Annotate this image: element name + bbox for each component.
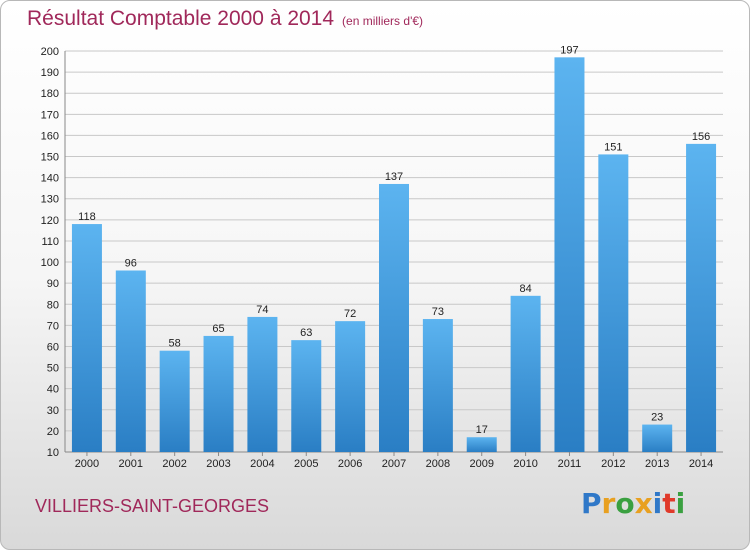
bar-2008 [422, 319, 453, 452]
y-tick-label: 140 [41, 173, 59, 185]
bar-2004 [247, 316, 278, 452]
y-tick-label: 180 [41, 88, 59, 100]
value-label-2001: 96 [125, 257, 137, 269]
value-label-2008: 73 [432, 306, 444, 318]
proxiti-logo[interactable]: Proxiti [581, 487, 686, 520]
value-label-2007: 137 [385, 171, 403, 183]
value-label-2011: 197 [560, 44, 578, 56]
x-tick-label-2000: 2000 [75, 458, 99, 470]
x-tick-label-2009: 2009 [469, 458, 493, 470]
y-tick-label: 160 [41, 130, 59, 142]
chart-subtitle: (en milliers d'€) [342, 14, 424, 28]
value-label-2000: 118 [78, 211, 96, 223]
x-tick-label-2008: 2008 [426, 458, 450, 470]
bar-2003 [203, 335, 234, 452]
chart-title: Résultat Comptable 2000 à 2014 (en millie… [27, 7, 423, 31]
y-tick-label: 90 [47, 278, 59, 290]
value-label-2010: 84 [519, 283, 531, 295]
x-tick-label-2003: 2003 [206, 458, 230, 470]
y-tick-label: 40 [47, 384, 59, 396]
y-tick-label: 130 [41, 194, 59, 206]
bar-2009 [466, 437, 497, 452]
y-tick-label: 150 [41, 152, 59, 164]
y-tick-label: 200 [41, 46, 59, 58]
bar-2005 [291, 340, 322, 452]
labels: 118 2000 96 2001 58 2002 65 2003 74 2004 63 2005 72 2… [75, 44, 714, 470]
x-tick-label-2012: 2012 [601, 458, 625, 470]
bar-2014 [686, 143, 717, 452]
x-tick-label-2014: 2014 [689, 458, 713, 470]
value-label-2009: 17 [476, 424, 488, 436]
x-tick-label-2006: 2006 [338, 458, 362, 470]
bars [71, 57, 717, 453]
x-tick-label-2005: 2005 [294, 458, 318, 470]
x-tick-label-2001: 2001 [119, 458, 143, 470]
y-tick-label: 100 [41, 257, 59, 269]
value-label-2005: 63 [300, 327, 312, 339]
value-label-2004: 74 [256, 304, 268, 316]
y-tick-label: 20 [47, 426, 59, 438]
value-label-2006: 72 [344, 308, 356, 320]
bar-2012 [598, 154, 629, 453]
y-tick-label: 30 [47, 405, 59, 417]
commune-name: VILLIERS-SAINT-GEORGES [35, 496, 270, 516]
bar-2001 [115, 270, 146, 452]
x-tick-label-2007: 2007 [382, 458, 406, 470]
value-label-2003: 65 [212, 323, 224, 335]
bar-2000 [71, 224, 102, 452]
y-tick-label: 10 [47, 447, 59, 459]
x-tick-label-2010: 2010 [513, 458, 537, 470]
value-label-2014: 156 [692, 131, 710, 143]
bar-2013 [642, 424, 673, 452]
bar-2010 [510, 295, 541, 452]
bar-2006 [335, 321, 366, 452]
bar-2002 [159, 350, 190, 452]
y-tick-label: 50 [47, 363, 59, 375]
x-tick-label-2013: 2013 [645, 458, 669, 470]
bar-2007 [379, 183, 409, 452]
y-tick-label: 80 [47, 299, 59, 311]
y-tick-label: 120 [41, 215, 59, 227]
y-tick-label: 170 [41, 109, 59, 121]
value-label-2013: 23 [651, 412, 663, 424]
value-label-2012: 151 [604, 141, 622, 153]
x-tick-label-2002: 2002 [162, 458, 186, 470]
y-tick-label: 190 [41, 67, 59, 79]
y-tick-label: 60 [47, 341, 59, 353]
value-label-2002: 58 [169, 338, 181, 350]
bar-2011 [554, 57, 585, 453]
y-tick-label: 70 [47, 320, 59, 332]
x-tick-label-2011: 2011 [558, 458, 582, 470]
x-tick-label-2004: 2004 [250, 458, 274, 470]
chart-title-text: Résultat Comptable 2000 à 2014 [27, 7, 335, 30]
y-tick-label: 110 [41, 236, 59, 248]
